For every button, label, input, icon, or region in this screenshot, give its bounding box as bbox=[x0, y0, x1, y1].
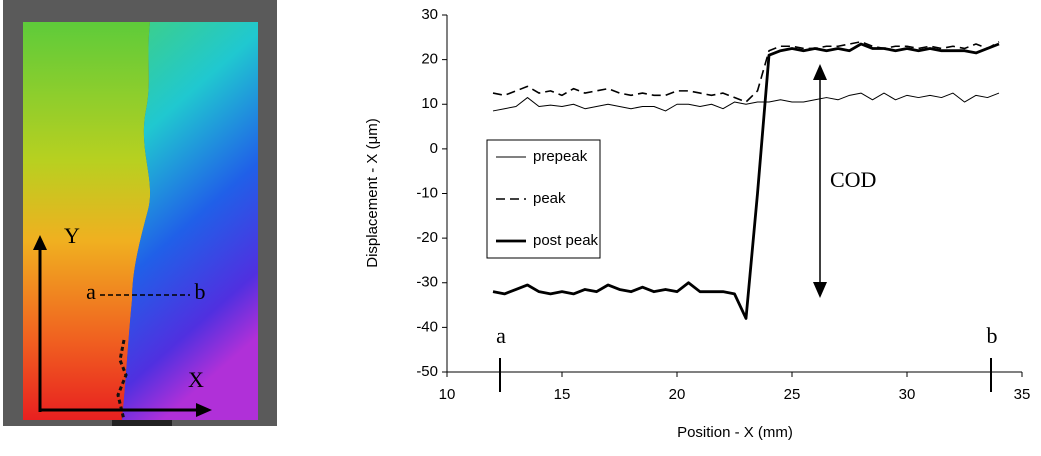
y-tick-label: -20 bbox=[416, 229, 438, 246]
specimen-image: Y X a b bbox=[3, 0, 277, 426]
y-tick-label: -30 bbox=[416, 274, 438, 291]
annotation: a bbox=[496, 323, 506, 348]
x-tick-label: 10 bbox=[439, 386, 456, 403]
x-tick-label: 25 bbox=[784, 386, 801, 403]
series-line bbox=[492, 42, 1000, 320]
x-tick-label: 20 bbox=[669, 386, 686, 403]
chart: Position - X (mm) Displacement - X (μm) … bbox=[364, 6, 1030, 441]
crack bbox=[116, 339, 128, 421]
series-line bbox=[492, 92, 1000, 112]
x-axis-label: Position - X (mm) bbox=[677, 424, 793, 441]
annotation: COD bbox=[830, 167, 876, 192]
y-arrowhead bbox=[33, 235, 47, 250]
legend-box bbox=[486, 139, 601, 259]
y-tick-label: 30 bbox=[421, 6, 438, 23]
legend-label: post peak bbox=[533, 232, 599, 249]
image-label: Y bbox=[64, 223, 80, 248]
y-tick-label: 0 bbox=[430, 140, 438, 157]
y-axis-label: Displacement - X (μm) bbox=[364, 118, 381, 268]
y-tick-label: 20 bbox=[421, 51, 438, 68]
x-tick-label: 30 bbox=[899, 386, 916, 403]
image-label: X bbox=[188, 367, 204, 392]
y-tick-label: -50 bbox=[416, 363, 438, 380]
x-tick-label: 15 bbox=[554, 386, 571, 403]
x-tick-label: 35 bbox=[1014, 386, 1031, 403]
legend-label: prepeak bbox=[533, 148, 588, 165]
image-label: b bbox=[195, 279, 206, 304]
right-field bbox=[122, 22, 258, 420]
left-field bbox=[23, 22, 151, 420]
y-tick-label: 10 bbox=[421, 95, 438, 112]
y-tick-label: -40 bbox=[416, 318, 438, 335]
x-arrowhead bbox=[196, 403, 212, 417]
series-line bbox=[492, 40, 1000, 103]
annotation: b bbox=[987, 323, 998, 348]
y-tick-label: -10 bbox=[416, 184, 438, 201]
legend-label: peak bbox=[533, 190, 566, 207]
image-label: a bbox=[86, 279, 96, 304]
notch bbox=[112, 418, 172, 426]
